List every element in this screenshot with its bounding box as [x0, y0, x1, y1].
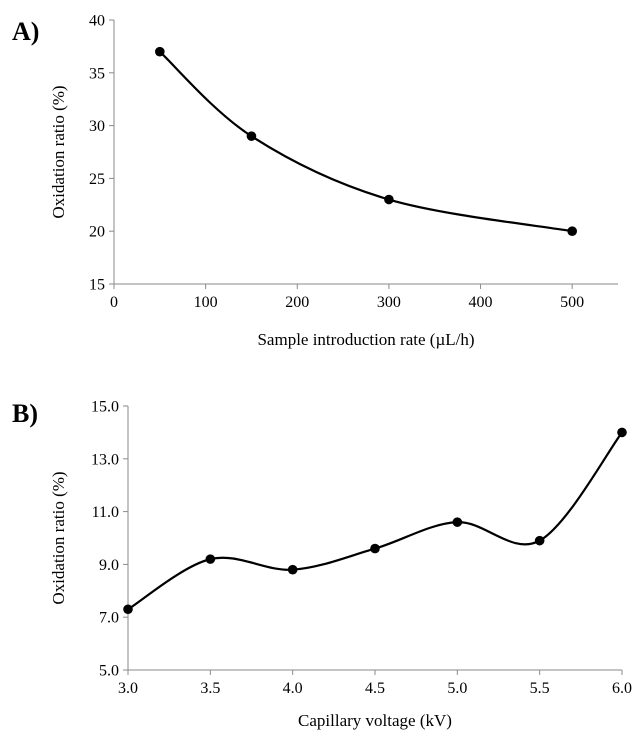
x-axis-title: Capillary voltage (kV) — [298, 711, 452, 730]
data-point — [534, 535, 545, 546]
panel-label: B) — [12, 399, 38, 428]
data-point — [287, 564, 298, 575]
y-tick-label: 30 — [89, 118, 105, 135]
x-tick-label: 5.0 — [447, 680, 467, 697]
series-line — [159, 50, 573, 233]
x-tick-label: 500 — [560, 294, 584, 311]
y-tick-label: 25 — [89, 171, 105, 188]
x-tick-label: 200 — [285, 294, 309, 311]
x-tick-label: 3.0 — [118, 680, 138, 697]
y-tick-label: 15 — [89, 277, 105, 294]
x-tick-label: 4.5 — [365, 680, 385, 697]
x-tick-label: 400 — [469, 294, 493, 311]
data-point — [155, 46, 165, 57]
y-axis-title: Oxidation ratio (%) — [49, 85, 68, 218]
y-tick-label: 40 — [89, 13, 105, 30]
x-tick-label: 300 — [377, 294, 401, 311]
y-tick-label: 15.0 — [91, 399, 119, 416]
data-point — [617, 427, 627, 438]
data-point — [205, 554, 216, 564]
y-tick-label: 9.0 — [99, 557, 119, 574]
y-tick-label: 20 — [89, 224, 105, 241]
y-tick-label: 11.0 — [92, 504, 119, 521]
x-axis-title: Sample introduction rate (µL/h) — [257, 330, 474, 349]
data-point — [567, 226, 577, 236]
series-line — [127, 431, 623, 611]
x-tick-label: 5.5 — [530, 680, 550, 697]
y-tick-label: 7.0 — [99, 610, 119, 627]
data-point — [384, 194, 394, 205]
data-point — [370, 543, 380, 554]
data-point — [246, 131, 257, 141]
panel-label: A) — [12, 17, 39, 46]
x-tick-label: 3.5 — [200, 680, 220, 697]
x-tick-label: 0 — [110, 294, 118, 311]
data-point — [123, 604, 133, 615]
x-tick-label: 4.0 — [283, 680, 303, 697]
y-tick-label: 5.0 — [99, 663, 119, 680]
x-tick-label: 6.0 — [612, 680, 632, 697]
x-tick-label: 100 — [194, 294, 218, 311]
y-axis-title: Oxidation ratio (%) — [49, 471, 68, 604]
y-tick-label: 13.0 — [91, 451, 119, 468]
data-point — [452, 517, 463, 527]
chart-panel-b: B) 5.0 7.0 9.0 11.0 13.0 15.0 3.0 3.5 4.0 4.5 5.0 5.… — [12, 399, 632, 730]
y-tick-label: 35 — [89, 65, 105, 82]
